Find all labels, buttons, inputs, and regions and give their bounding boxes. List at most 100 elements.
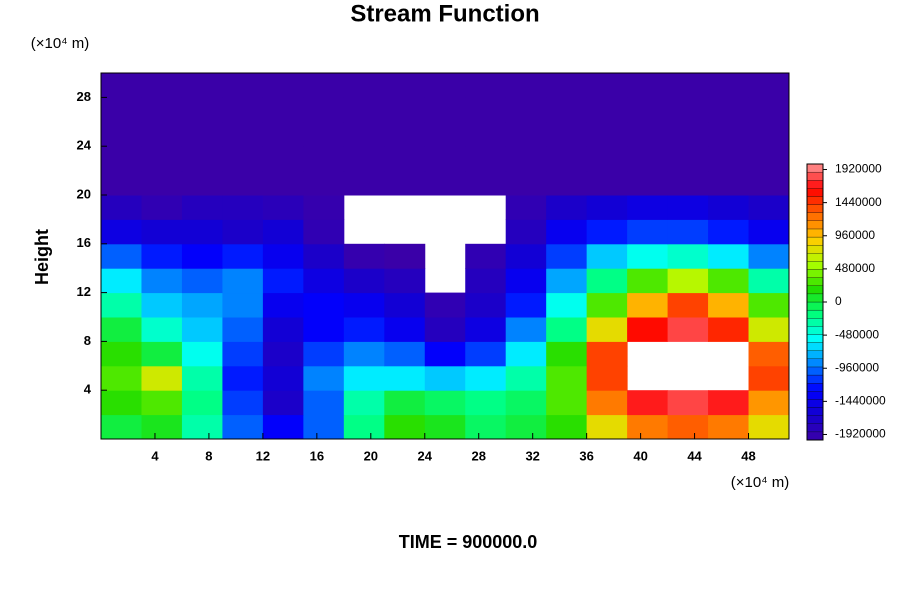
cell [262, 317, 304, 342]
cell [384, 73, 426, 98]
cell [384, 390, 426, 416]
cell [667, 219, 709, 245]
cell [667, 146, 709, 172]
cell [627, 268, 669, 294]
cell [181, 219, 223, 245]
cell [343, 317, 385, 342]
cell [627, 97, 669, 123]
cell [181, 317, 223, 342]
cell [505, 121, 547, 147]
cell [748, 317, 790, 342]
cell [546, 414, 588, 440]
cell [586, 390, 628, 416]
colorbar-band [806, 391, 824, 400]
cell [343, 292, 385, 318]
cell [222, 195, 264, 220]
cell [586, 97, 628, 123]
cell [586, 317, 628, 342]
cell [343, 146, 385, 172]
cell [303, 219, 345, 245]
cell [667, 243, 709, 269]
cell [424, 365, 466, 391]
cell [141, 73, 183, 98]
cell [708, 390, 750, 416]
colorbar-band [806, 285, 824, 295]
y-tick-label: 4 [84, 382, 92, 397]
cell [303, 146, 345, 172]
cell [303, 195, 345, 220]
cell [222, 121, 264, 147]
cell [101, 268, 142, 294]
cell [101, 414, 142, 440]
colorbar-band [806, 350, 824, 359]
cell [343, 243, 385, 269]
cell [141, 390, 183, 416]
colorbar-tick-label: -1440000 [835, 394, 886, 408]
cell [505, 292, 547, 318]
x-tick-label: 12 [256, 448, 270, 463]
cell [586, 292, 628, 318]
cell [424, 73, 466, 98]
cell [424, 341, 466, 367]
cell [708, 97, 750, 123]
cell [465, 341, 507, 367]
cell [181, 146, 223, 172]
cell [222, 73, 264, 98]
cell [667, 73, 709, 98]
cell [181, 73, 223, 98]
cell [343, 121, 385, 147]
cell [748, 97, 790, 123]
cell [667, 121, 709, 147]
x-tick-label: 20 [364, 448, 378, 463]
colorbar-band [806, 188, 824, 197]
colorbar-band [806, 196, 824, 205]
cell [303, 365, 345, 391]
colorbar-tick-label: 960000 [835, 228, 875, 242]
cell [424, 121, 466, 147]
cell [546, 73, 588, 98]
cell [384, 268, 426, 294]
cell [546, 219, 588, 245]
cell [505, 317, 547, 342]
cell [505, 341, 547, 367]
cell [546, 243, 588, 269]
cell [424, 390, 466, 416]
cell [343, 341, 385, 367]
cell [748, 414, 790, 440]
cell [181, 365, 223, 391]
x-tick-label: 28 [471, 448, 485, 463]
y-tick-label: 12 [77, 284, 91, 299]
cell [303, 73, 345, 98]
cell [586, 365, 628, 391]
cell [303, 97, 345, 123]
cell [384, 341, 426, 367]
cell [465, 73, 507, 98]
colorbar-band [806, 269, 824, 278]
cell [667, 268, 709, 294]
cell [505, 243, 547, 269]
colorbar-band [806, 163, 824, 173]
x-tick-label: 4 [151, 448, 159, 463]
cell [303, 268, 345, 294]
y-unit: (×10⁴ m) [31, 35, 90, 52]
cell [546, 390, 588, 416]
cell [141, 219, 183, 245]
x-tick-label: 16 [310, 448, 324, 463]
colorbar-band [806, 277, 824, 286]
cell [141, 243, 183, 269]
cell [101, 219, 142, 245]
x-tick-label: 48 [741, 448, 755, 463]
cell [343, 365, 385, 391]
cell [708, 121, 750, 147]
cell [101, 146, 142, 172]
cell [748, 341, 790, 367]
cell [181, 292, 223, 318]
cell [101, 73, 142, 98]
colorbar-band [806, 253, 824, 262]
x-tick-label: 8 [205, 448, 212, 463]
cell [505, 73, 547, 98]
cell [181, 390, 223, 416]
cell [262, 97, 304, 123]
cell [222, 170, 264, 196]
cell [141, 146, 183, 172]
